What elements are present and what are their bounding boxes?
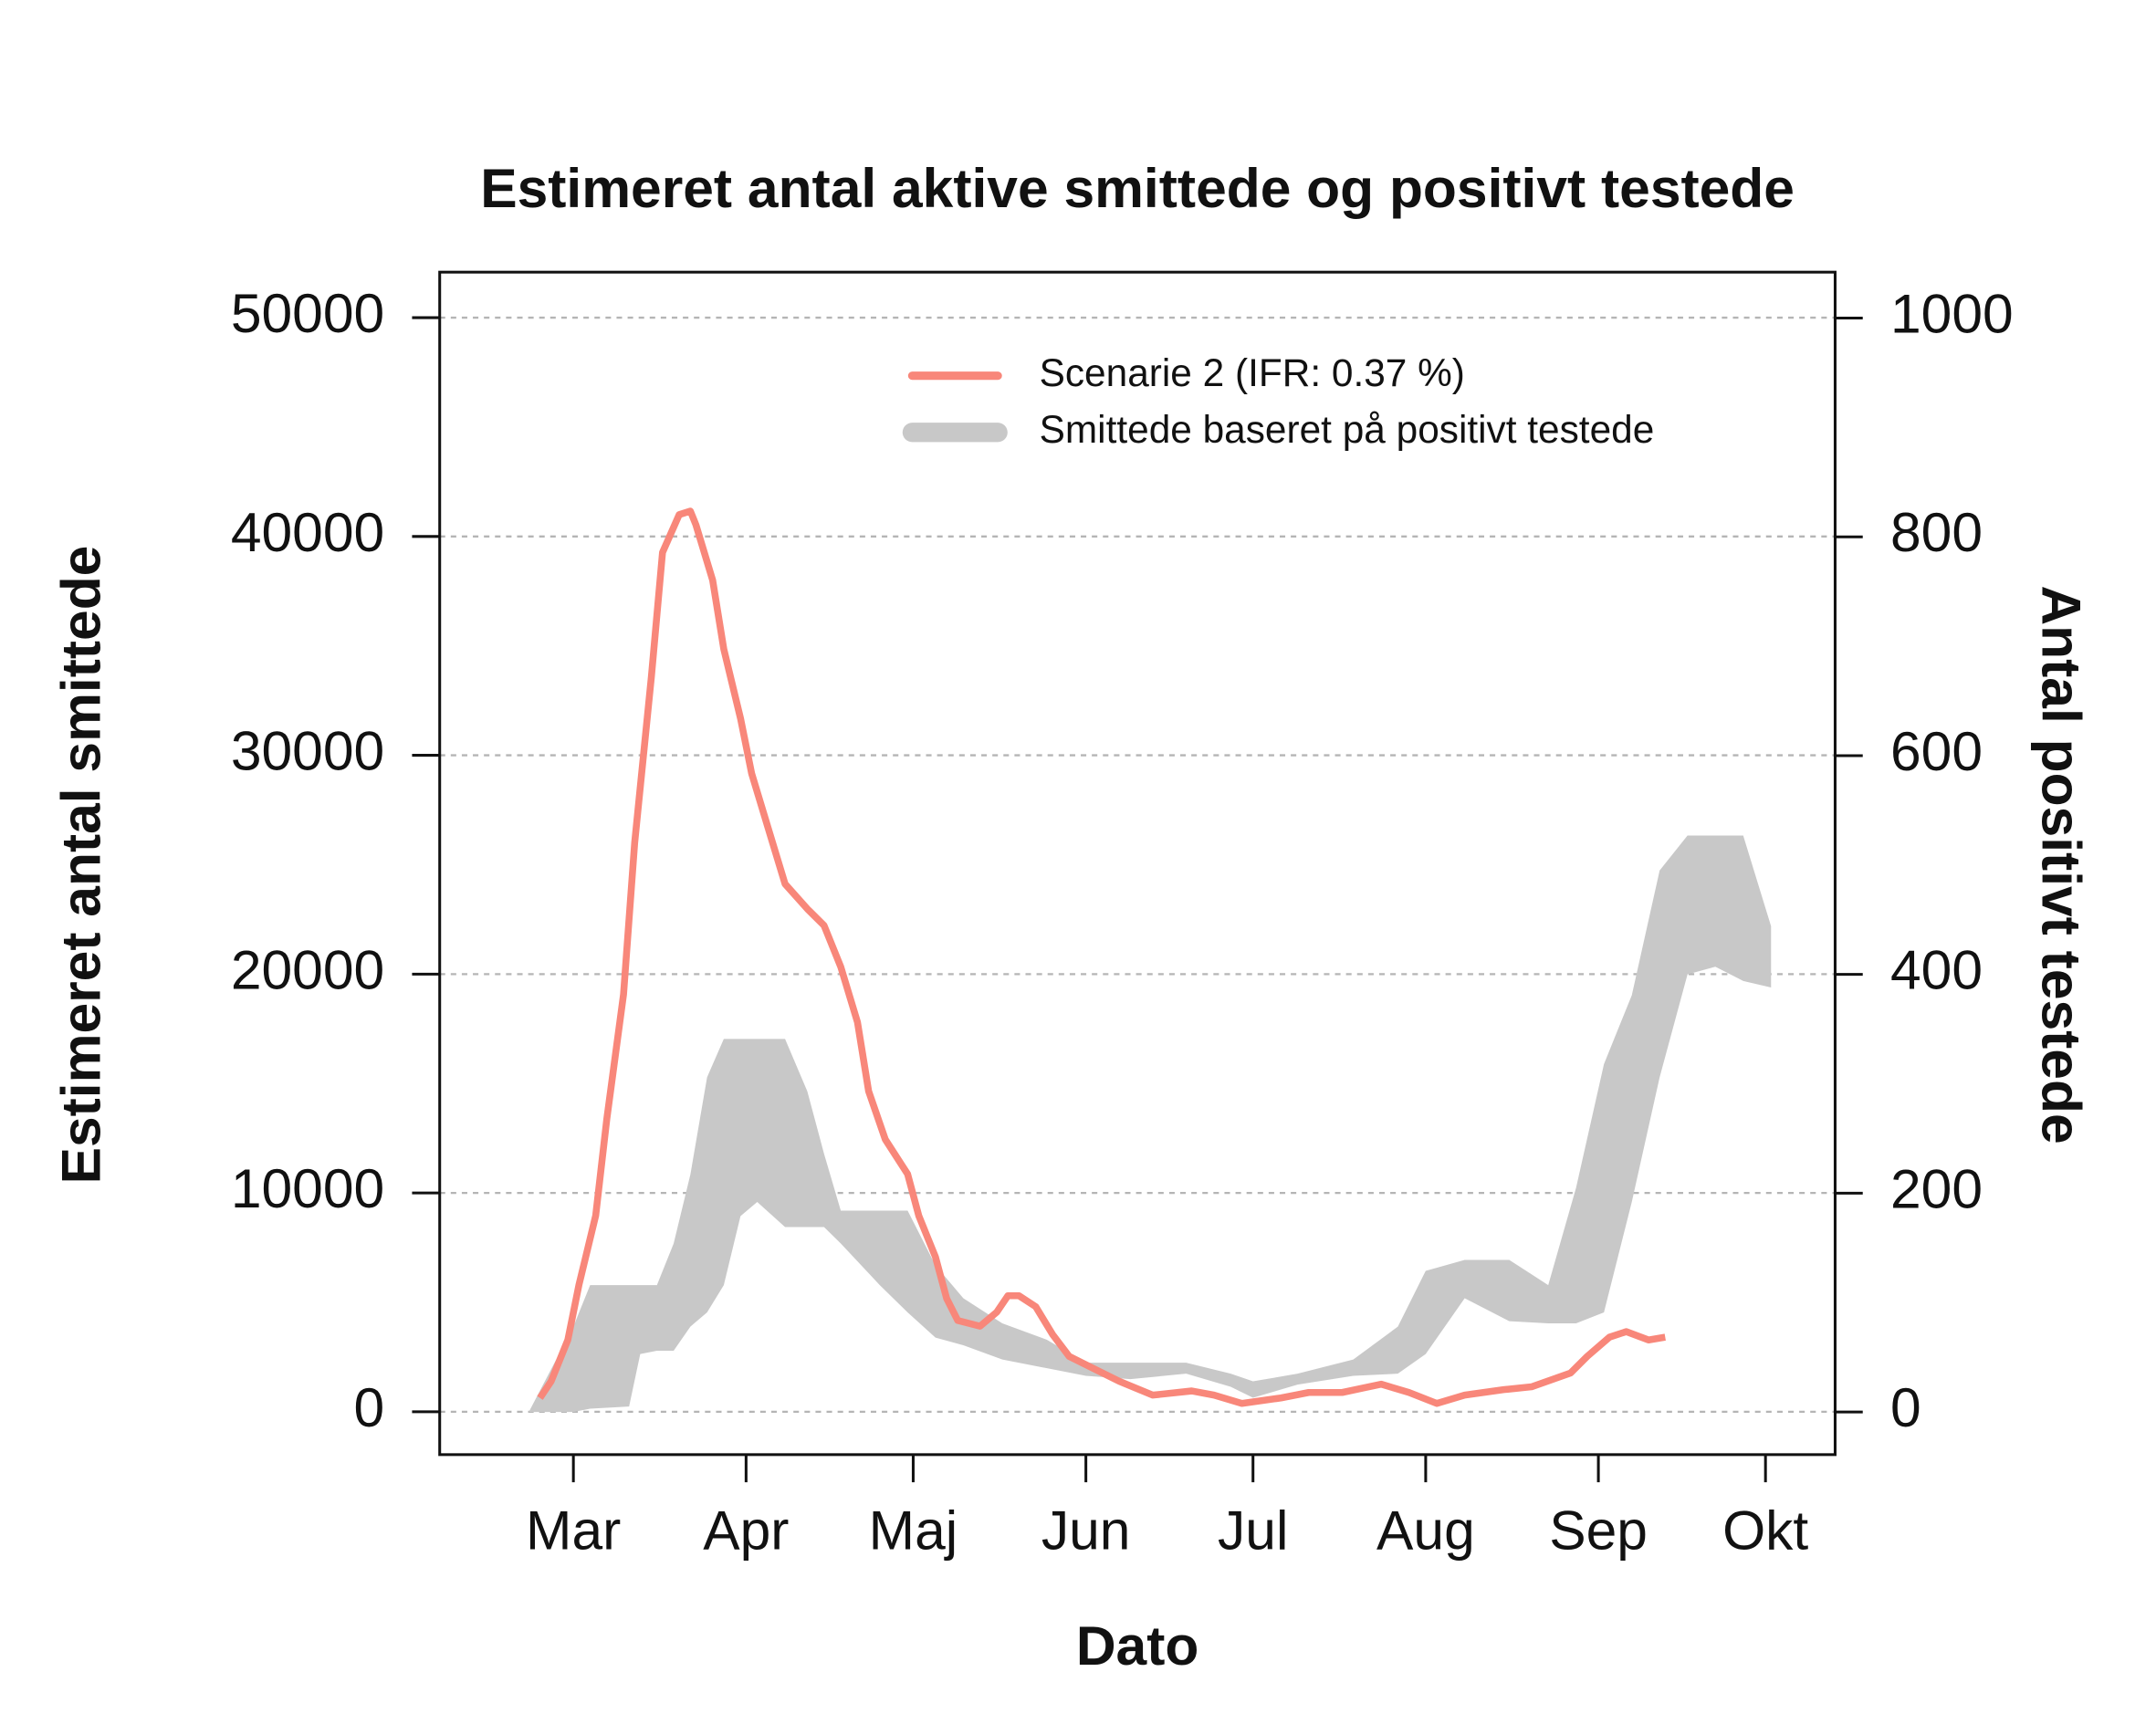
y2-tick-label: 400 xyxy=(1890,939,1983,1001)
x-tick-label: Mar xyxy=(526,1499,621,1562)
y-tick-label: 30000 xyxy=(231,720,384,782)
y2-tick-label: 600 xyxy=(1890,720,1983,782)
x-tick-label: Apr xyxy=(703,1499,789,1562)
legend-label: Scenarie 2 (IFR: 0.37 %) xyxy=(1040,351,1465,394)
x-tick-label: Maj xyxy=(869,1499,958,1562)
y-tick-label: 40000 xyxy=(231,501,384,563)
band-area xyxy=(529,835,1772,1413)
x-tick-label: Okt xyxy=(1722,1499,1808,1562)
x-tick-label: Jul xyxy=(1218,1499,1288,1562)
line xyxy=(537,507,1666,1407)
y2-tick-label: 800 xyxy=(1890,501,1983,563)
x-axis-label: Dato xyxy=(1076,1614,1199,1677)
y2-tick-label: 1000 xyxy=(1890,283,2014,345)
legend-label: Smittede baseret på positivt testede xyxy=(1040,408,1655,451)
y-tick-label: 10000 xyxy=(231,1157,384,1219)
y2-axis-label: Antal positivt testede xyxy=(2031,585,2093,1144)
y-tick-label: 50000 xyxy=(231,282,384,344)
chart-title: Estimeret antal aktive smittede og posit… xyxy=(480,157,1795,219)
y2-tick-label: 200 xyxy=(1890,1157,1983,1219)
x-tick-label: Sep xyxy=(1549,1499,1648,1562)
y-tick-label: 0 xyxy=(353,1376,384,1438)
y2-tick-label: 0 xyxy=(1890,1376,1921,1438)
y-tick-label: 20000 xyxy=(231,938,384,1000)
y-axis-label: Estimeret antal smittede xyxy=(49,546,111,1185)
plot-frame xyxy=(438,270,1837,1457)
x-tick-label: Jun xyxy=(1041,1499,1131,1562)
x-tick-label: Aug xyxy=(1376,1499,1475,1562)
